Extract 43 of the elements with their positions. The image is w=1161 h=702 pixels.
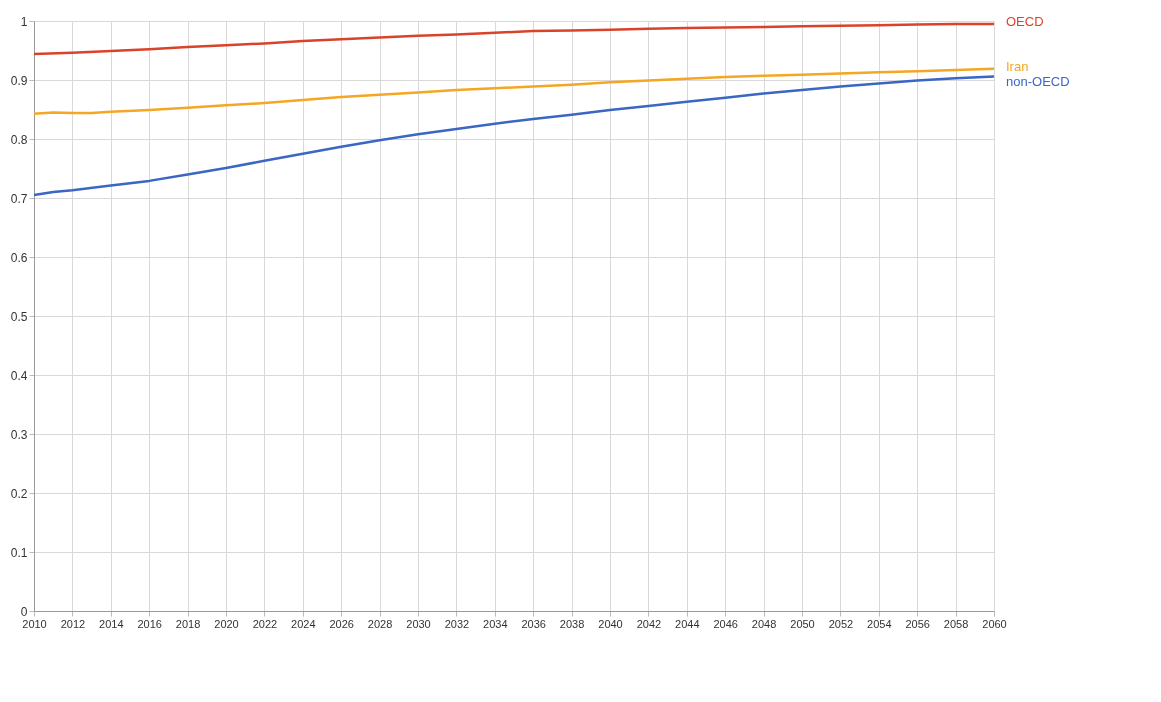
- line-series: [34, 75, 994, 197]
- y-tick-label: 0.4: [10, 368, 28, 383]
- x-tick-label: 2038: [559, 617, 585, 630]
- x-tick-label: 2028: [367, 617, 393, 630]
- x-tick-label: 2024: [291, 617, 316, 630]
- series-label: Iran: [1006, 58, 1029, 74]
- x-tick-label: 2050: [790, 617, 815, 630]
- x-tick-label: 2030: [406, 617, 431, 630]
- x-tick-label: 2052: [828, 617, 854, 630]
- y-tick-label: 0.9: [10, 73, 28, 88]
- x-tick-label: 2018: [175, 617, 201, 630]
- x-tick-label: 2054: [867, 617, 892, 630]
- x-tick-label: 2014: [99, 617, 124, 630]
- x-tick-label: 2044: [675, 617, 700, 630]
- line-series: [34, 67, 994, 115]
- x-tick-label: 2010: [22, 617, 47, 630]
- x-tick-label: 2046: [713, 617, 738, 630]
- x-tick-label: 2034: [483, 617, 508, 630]
- x-tick-label: 2012: [60, 617, 86, 630]
- x-tick-label: 2016: [137, 617, 162, 630]
- x-tick-label: 2020: [214, 617, 239, 630]
- x-tick-label: 2032: [444, 617, 470, 630]
- x-tick-label: 2040: [598, 617, 623, 630]
- x-tick-label: 2042: [636, 617, 662, 630]
- y-tick-label: 0.1: [10, 545, 28, 560]
- y-tick-label: 1: [20, 14, 28, 29]
- x-tick-label: 2026: [329, 617, 354, 630]
- x-tick-label: 2022: [252, 617, 278, 630]
- x-tick-label: 2058: [943, 617, 969, 630]
- y-tick-label: 0.3: [10, 427, 28, 442]
- y-tick-label: 0.6: [10, 250, 28, 265]
- y-tick-label: 0.2: [10, 486, 28, 501]
- x-tick-label: 2036: [521, 617, 546, 630]
- y-tick-label: 0.7: [10, 191, 28, 206]
- line-series: [34, 22, 994, 56]
- series-label: non-OECD: [1006, 73, 1070, 89]
- x-tick-label: 2060: [982, 617, 1007, 630]
- series-label: OECD: [1006, 13, 1044, 29]
- y-tick-label: 0.8: [10, 132, 28, 147]
- x-tick-label: 2048: [751, 617, 777, 630]
- y-tick-label: 0.5: [10, 309, 28, 324]
- x-tick-label: 2056: [905, 617, 930, 630]
- y-tick-label: 0: [20, 604, 28, 619]
